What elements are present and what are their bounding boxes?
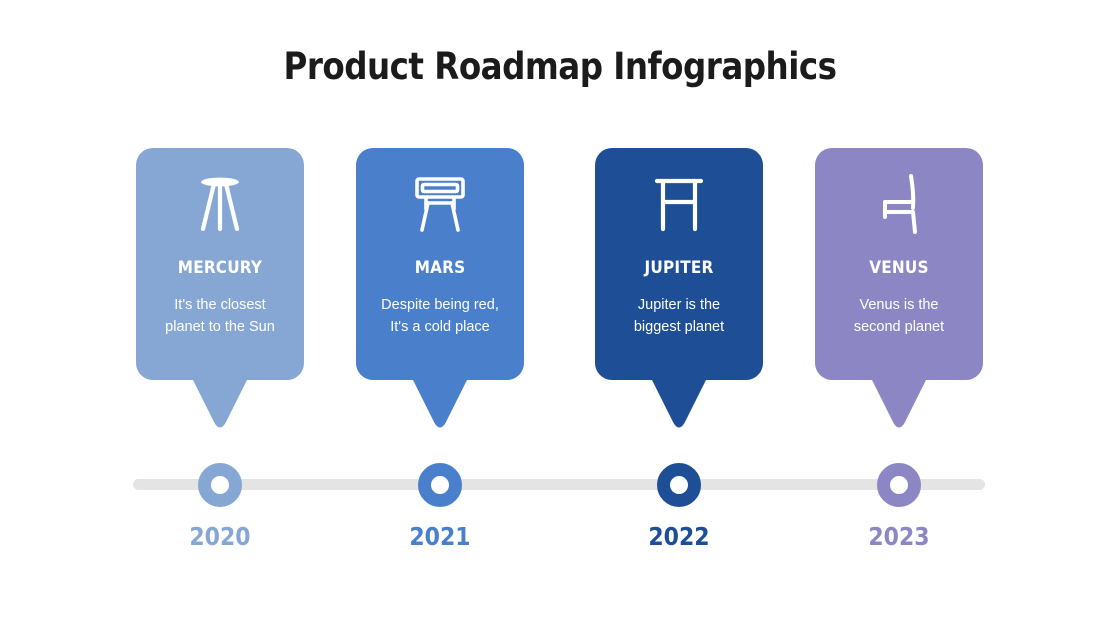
card-description: Despite being red, It's a cold place: [362, 294, 518, 338]
roadmap-card-mercury[interactable]: MERCURY It's the closest planet to the S…: [136, 148, 304, 428]
braced-stool-icon: [595, 170, 763, 238]
card-pointer: [650, 376, 708, 432]
card-description-line2: biggest planet: [633, 319, 725, 335]
timeline-marker-2021[interactable]: [418, 463, 462, 507]
card-title: MARS: [414, 258, 466, 278]
card-bubble-body: [815, 148, 983, 380]
timeline-marker-2022[interactable]: [657, 463, 701, 507]
card-description-line2: planet to the Sun: [165, 319, 275, 335]
timeline-marker-2023[interactable]: [877, 463, 921, 507]
roadmap-card-jupiter[interactable]: JUPITER Jupiter is the biggest planet: [595, 148, 763, 428]
roadmap-card-venus[interactable]: VENUS Venus is the second planet: [815, 148, 983, 428]
card-pointer: [870, 376, 928, 432]
card-description: Jupiter is the biggest planet: [601, 294, 757, 338]
card-pointer: [191, 376, 249, 432]
card-description-line2: It's a cold place: [390, 319, 490, 335]
roadmap-cards-row: MERCURY It's the closest planet to the S…: [0, 148, 1120, 438]
timeline-bar: [133, 479, 985, 490]
timeline-year-2020: 2020: [189, 522, 251, 551]
console-table-icon: [356, 170, 524, 238]
card-bubble-body: [595, 148, 763, 380]
card-pointer: [411, 376, 469, 432]
timeline-year-2021: 2021: [409, 522, 471, 551]
card-description-line1: Venus is the: [859, 297, 939, 313]
card-description-line1: Despite being red,: [381, 297, 499, 313]
card-description: It's the closest planet to the Sun: [142, 294, 298, 338]
side-chair-icon: [815, 170, 983, 238]
card-description-line1: It's the closest: [174, 297, 266, 313]
card-description: Venus is the second planet: [821, 294, 977, 338]
timeline-year-2022: 2022: [648, 522, 710, 551]
timeline-marker-2020[interactable]: [198, 463, 242, 507]
card-title: VENUS: [869, 258, 929, 278]
card-description-line1: Jupiter is the: [637, 297, 721, 313]
card-title: MERCURY: [177, 258, 263, 278]
card-title: JUPITER: [644, 258, 714, 278]
timeline-year-2023: 2023: [868, 522, 930, 551]
roadmap-card-mars[interactable]: MARS Despite being red, It's a cold plac…: [356, 148, 524, 428]
card-bubble-body: [356, 148, 524, 380]
page-title: Product Roadmap Infographics: [283, 45, 837, 88]
card-description-line2: second planet: [853, 319, 945, 335]
tripod-stool-icon: [136, 170, 304, 238]
